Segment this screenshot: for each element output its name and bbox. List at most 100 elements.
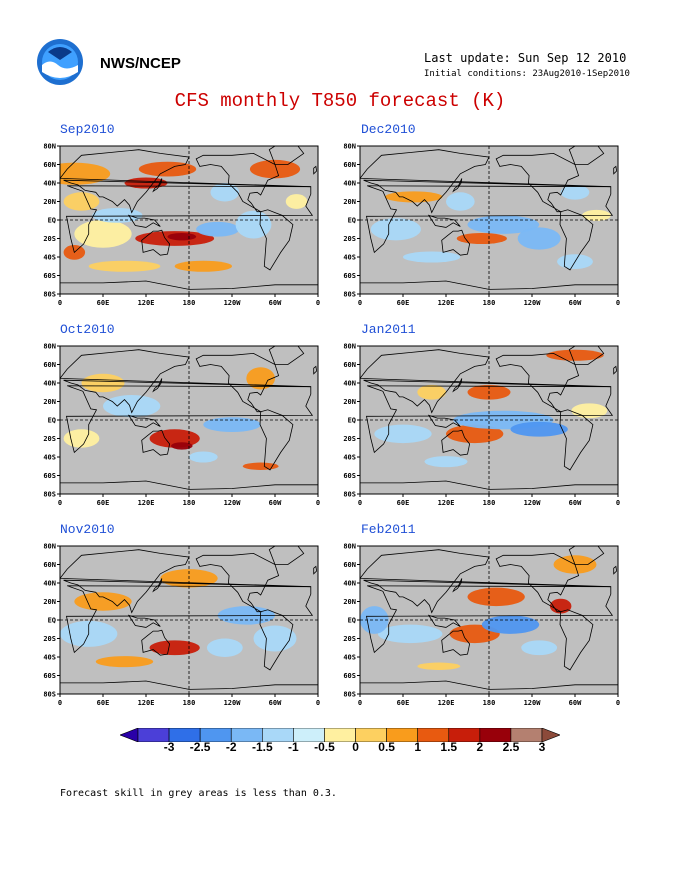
lat-label: 60S (343, 472, 356, 480)
lon-label: 120E (138, 699, 155, 707)
lat-label: EQ (348, 217, 356, 225)
lon-label: 60W (569, 499, 582, 507)
anomaly-region (92, 207, 143, 223)
colorbar-tick-label: -1.5 (251, 740, 273, 754)
anomaly-region (149, 640, 200, 656)
lat-label: 60N (343, 161, 356, 169)
lon-label: 180 (483, 699, 496, 707)
lon-label: 60W (269, 299, 282, 307)
lon-label: 0 (316, 499, 320, 507)
lat-label: 80N (343, 343, 356, 351)
lon-label: 120W (224, 699, 242, 707)
panel-title-sep2010: Sep2010 (60, 122, 115, 137)
anomaly-region (370, 218, 421, 241)
lon-label: 120E (438, 299, 455, 307)
colorbar-tick-label: -2 (225, 740, 237, 754)
anomaly-region (385, 191, 443, 203)
anomaly-region (481, 615, 540, 634)
panel-title-feb2011: Feb2011 (361, 522, 416, 537)
lon-label: 0 (316, 699, 320, 707)
panel-title-oct2010: Oct2010 (60, 322, 115, 337)
lat-label: 20N (343, 598, 356, 606)
lat-label: 80N (43, 343, 56, 351)
lat-label: EQ (48, 417, 56, 425)
anomaly-region (249, 159, 301, 179)
anomaly-region (174, 260, 232, 272)
lat-label: 80N (343, 143, 356, 151)
anomaly-region (196, 221, 240, 237)
lat-label: 40S (43, 454, 56, 462)
anomaly-region (374, 424, 432, 444)
lat-label: 80S (43, 491, 56, 499)
lon-label: 0 (616, 499, 620, 507)
map-panel-oct2010: 80N 60N 40N 20N EQ 20S 40S 60S 80S 0 60E 120E 180 120… (30, 338, 330, 510)
lat-label: 20S (343, 635, 356, 643)
lon-label: 0 (358, 499, 362, 507)
lon-label: 0 (58, 299, 62, 307)
anomaly-region (417, 662, 461, 670)
anomaly-region (88, 260, 161, 272)
panel-title-dec2010: Dec2010 (361, 122, 416, 137)
anomaly-region (467, 587, 525, 607)
lat-label: 80S (343, 491, 356, 499)
lon-label: 120W (524, 299, 542, 307)
lat-label: 60S (43, 672, 56, 680)
anomaly-region (167, 232, 197, 241)
colorbar-tick-label: 2 (476, 740, 484, 754)
anomaly-region (203, 417, 261, 433)
colorbar-cell (541, 727, 561, 743)
lat-label: 60N (43, 561, 56, 569)
panel-title-nov2010: Nov2010 (60, 522, 115, 537)
colorbar-tick-label: 0 (352, 740, 359, 754)
lon-label: 180 (183, 299, 196, 307)
map-panel-nov2010: 80N 60N 40N 20N EQ 20S 40S 60S 80S 0 60E 120E 180 120… (30, 538, 330, 710)
lon-label: 60E (397, 299, 410, 307)
colorbar (119, 727, 561, 746)
lon-label: 60W (569, 699, 582, 707)
lon-label: 120E (438, 499, 455, 507)
anomaly-region (510, 421, 568, 437)
org-label: NWS/NCEP (100, 55, 181, 72)
lat-label: 20N (43, 398, 56, 406)
lat-label: 20S (43, 435, 56, 443)
anomaly-region (242, 462, 279, 470)
anomaly-region (74, 220, 132, 248)
noaa-logo (36, 38, 84, 86)
anomaly-region (549, 598, 572, 614)
lat-label: 20S (343, 435, 356, 443)
lat-label: 80N (43, 543, 56, 551)
lat-label: 20N (43, 598, 56, 606)
lon-label: 180 (183, 499, 196, 507)
anomaly-region (417, 384, 446, 400)
lat-label: 60N (343, 561, 356, 569)
lat-label: 80S (343, 291, 356, 299)
map-panel-sep2010: 80N 60N 40N 20N EQ 20S 40S 60S 80S 0 60E 120E 180 120… (30, 138, 330, 310)
lon-label: 120E (138, 499, 155, 507)
lat-label: 40N (43, 580, 56, 588)
lat-label: 60S (343, 672, 356, 680)
anomaly-region (377, 624, 443, 644)
colorbar-tick-label: -3 (163, 740, 175, 754)
lat-label: 20N (343, 398, 356, 406)
anomaly-region (138, 161, 197, 177)
lat-label: 60S (43, 472, 56, 480)
anomaly-region (189, 451, 218, 463)
lat-label: 40N (43, 380, 56, 388)
lat-label: 40N (43, 180, 56, 188)
anomaly-region (546, 349, 604, 361)
lon-label: 180 (483, 499, 496, 507)
lon-label: 0 (316, 299, 320, 307)
lat-label: 40S (343, 454, 356, 462)
anomaly-region (210, 183, 240, 202)
colorbar-tick-label: -2.5 (189, 740, 211, 754)
lat-label: 60S (43, 272, 56, 280)
colorbar-tick-label: 1 (414, 740, 422, 754)
lon-label: 0 (358, 299, 362, 307)
lon-label: 120E (438, 699, 455, 707)
lon-label: 60W (269, 499, 282, 507)
initial-conditions-text: Initial conditions: 23Aug2010-1Sep2010 (424, 69, 630, 79)
lat-label: EQ (348, 417, 356, 425)
lat-label: 60S (343, 272, 356, 280)
lon-label: 180 (483, 299, 496, 307)
anomaly-region (403, 251, 461, 263)
